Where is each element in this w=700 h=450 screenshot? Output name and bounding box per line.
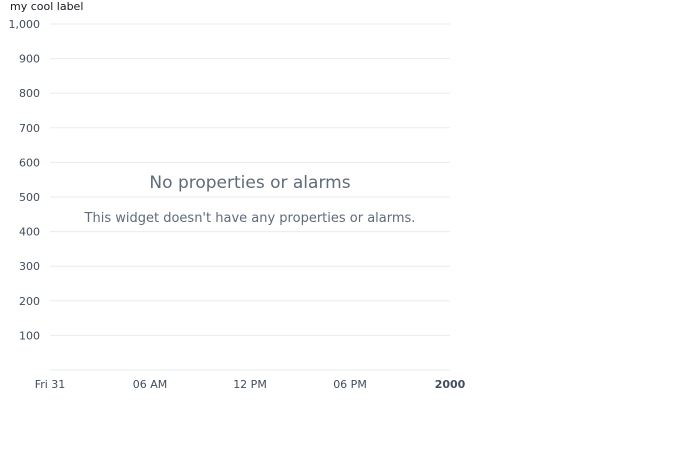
grid-lines [50, 23, 450, 336]
y-tick-label: 900 [19, 53, 40, 66]
y-tick-label: 700 [19, 122, 40, 135]
empty-state-description: This widget doesn't have any properties … [84, 211, 416, 226]
x-tick-label: 06 AM [133, 378, 168, 391]
empty-state: No properties or alarms This widget does… [84, 173, 416, 226]
y-tick-label: 200 [19, 295, 40, 308]
x-tick-label: 12 PM [233, 378, 267, 391]
empty-state-title: No properties or alarms [149, 173, 350, 193]
x-tick-label: 2000 [435, 378, 466, 391]
y-axis-ticks: 1,000 900 800 700 600 500 400 300 200 100 [9, 18, 41, 342]
y-axis-label: my cool label [10, 0, 83, 13]
y-tick-label: 500 [19, 191, 40, 204]
x-tick-label: Fri 31 [35, 378, 66, 391]
y-tick-label: 300 [19, 260, 40, 273]
x-axis-ticks: Fri 31 06 AM 12 PM 06 PM 2000 [35, 378, 466, 391]
y-tick-label: 400 [19, 226, 40, 239]
y-tick-label: 100 [19, 329, 40, 342]
y-tick-label: 600 [19, 156, 40, 169]
y-tick-label: 800 [19, 87, 40, 100]
x-tick-label: 06 PM [333, 378, 367, 391]
y-tick-label: 1,000 [9, 18, 41, 31]
